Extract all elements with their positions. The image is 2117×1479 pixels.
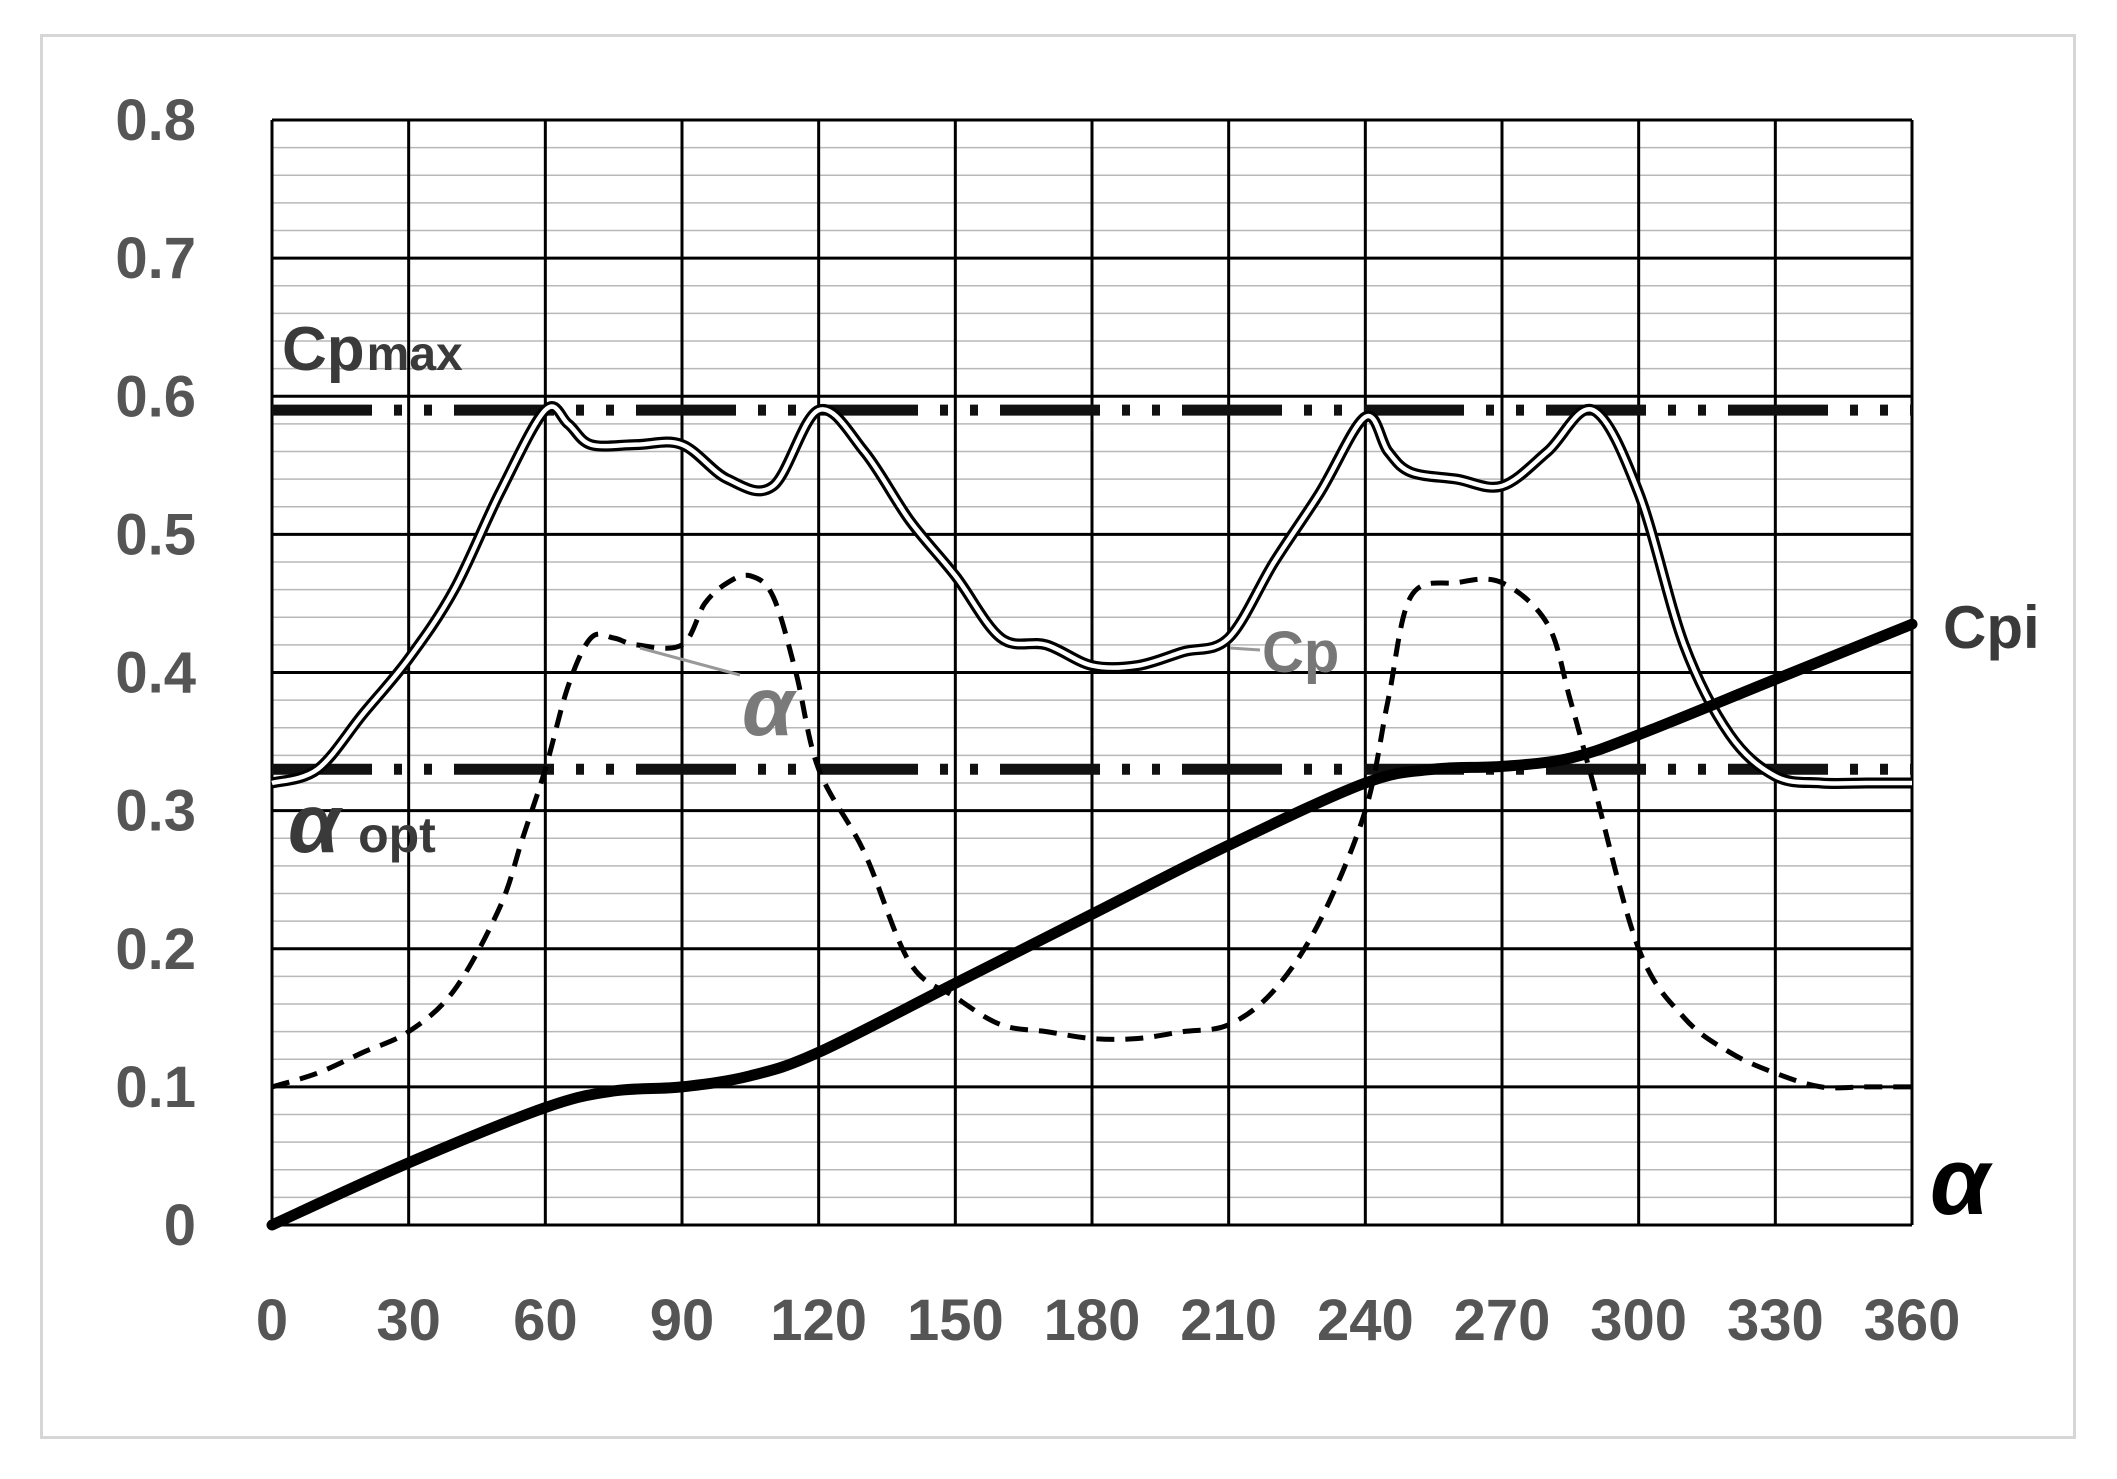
y-tick-label: 0: [164, 1193, 196, 1258]
major-gridlines: [270, 118, 1914, 1227]
y-tick-label: 0.2: [115, 917, 196, 982]
y-tick-label: 0.7: [115, 226, 196, 291]
cp-leader-line: [1229, 646, 1261, 652]
y-axis-tick-labels: 0 0.1 0.2 0.3 0.4 0.5 0.6 0.7 0.8: [115, 88, 196, 1258]
cpi-curve-label: Cpi: [1943, 594, 2040, 661]
series-cp-inner: [271, 404, 1912, 786]
cpmax-label-sub: max: [367, 328, 463, 381]
series-layer: [266, 401, 1918, 1231]
alpha-leader-line: [639, 646, 741, 677]
cpmax-label-main: Cp: [282, 315, 365, 384]
y-tick-label: 0.8: [115, 88, 196, 153]
x-tick-label: 90: [650, 1288, 715, 1353]
cp-curve-label: Cp: [1262, 620, 1339, 685]
y-tick-label: 0.3: [115, 779, 196, 844]
y-tick-label: 0.4: [115, 641, 196, 706]
x-tick-label: 60: [513, 1288, 578, 1353]
x-tick-label: 210: [1180, 1288, 1277, 1353]
alpha-opt-label-sub: opt: [358, 807, 436, 863]
y-tick-label: 0.5: [115, 502, 196, 567]
x-tick-label: 0: [256, 1288, 288, 1353]
series-cpi: [266, 618, 1918, 1231]
x-tick-label: 150: [907, 1288, 1004, 1353]
x-tick-label: 300: [1590, 1288, 1687, 1353]
x-tick-label: 30: [376, 1288, 441, 1353]
series-alpha: [271, 572, 1912, 1091]
alpha-opt-label-main: α: [288, 776, 343, 870]
x-tick-label: 270: [1454, 1288, 1551, 1353]
x-tick-label: 360: [1864, 1288, 1961, 1353]
x-axis-tick-labels: 0 30 60 90 120 150 180 210 240 270 300 330 360: [256, 1288, 1961, 1353]
y-tick-label: 0.1: [115, 1055, 196, 1120]
x-tick-label: 180: [1044, 1288, 1141, 1353]
x-tick-label: 330: [1727, 1288, 1824, 1353]
cpmax-label: Cpmax: [282, 315, 463, 384]
alpha-opt-label: α opt: [288, 776, 436, 870]
x-tick-label: 120: [770, 1288, 867, 1353]
y-tick-label: 0.6: [115, 364, 196, 429]
x-tick-label: 240: [1317, 1288, 1414, 1353]
x-axis-alpha-symbol: α: [1930, 1128, 1993, 1235]
alpha-curve-label: α: [742, 659, 797, 753]
